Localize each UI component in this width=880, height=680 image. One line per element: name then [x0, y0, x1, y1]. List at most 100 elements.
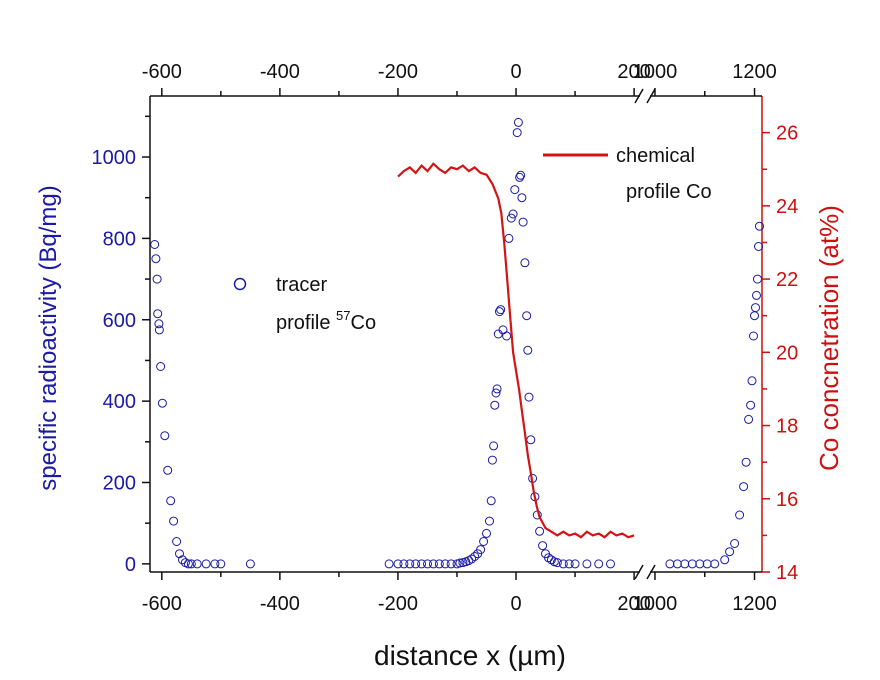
tracer-data-point [750, 311, 759, 321]
tracer-data-point [492, 384, 502, 394]
tracer-data-point [175, 549, 184, 559]
x-tick-label-top: 1200 [732, 61, 777, 83]
tracer-data-point [487, 455, 497, 465]
tracer-data-point [515, 172, 525, 182]
tracer-data-point [156, 362, 166, 371]
legend-tracer-line1: tracer [276, 274, 327, 296]
x-tick-label-bottom: 200 [617, 593, 650, 615]
tracer-data-point [178, 555, 187, 565]
legend-layer: tracer profile 57Co chemical profile Co [233, 145, 712, 334]
tracer-data-point [506, 213, 516, 223]
y-axis-left-label: specific radioactivity (Bq/mg) [35, 185, 62, 490]
tracer-data-point [752, 290, 761, 300]
tracer-data-point [535, 526, 545, 536]
tracer-data-point [493, 329, 503, 339]
axis-break-mark [634, 88, 644, 104]
tracer-data-point [152, 274, 162, 284]
y-tick-label-right: 20 [776, 342, 798, 364]
tracer-data-point [455, 558, 465, 568]
legend-tracer-line2: profile 57Co [276, 308, 376, 334]
tracer-data-point [504, 233, 514, 243]
tracer-data-point [479, 537, 489, 546]
x-tick-label-top: -600 [142, 61, 182, 83]
tracer-data-point [467, 554, 477, 564]
tracer-data-point [160, 431, 170, 441]
legend-tracer-marker [233, 277, 247, 291]
tracer-data-point [384, 559, 394, 569]
axis-break-mark [646, 564, 656, 580]
tracer-data-point [695, 559, 705, 569]
tracer-data-point [522, 311, 532, 321]
x-tick-label-bottom: -200 [378, 593, 418, 615]
tracer-data-point [491, 388, 501, 398]
tracer-data-point [498, 325, 508, 335]
tracer-data-point [546, 555, 556, 565]
y-tick-label-left: 200 [103, 472, 136, 494]
tracer-data-point [755, 221, 764, 231]
x-tick-label-top: 0 [510, 61, 521, 83]
tracer-data-point [399, 559, 409, 569]
tracer-data-point [594, 559, 604, 569]
tracer-data-point [440, 559, 450, 569]
x-tick-label-top: 1000 [633, 61, 678, 83]
tracer-data-point [154, 325, 164, 335]
tracer-data-point [751, 303, 760, 313]
tracer-data-point [405, 559, 415, 569]
y-tick-label-right: 16 [776, 489, 798, 511]
tracer-data-point [518, 217, 528, 227]
tracer-data-point [210, 559, 220, 569]
x-tick-label-bottom: -600 [142, 593, 182, 615]
tracer-data-point [417, 559, 427, 569]
tracer-data-point [434, 559, 444, 569]
tracer-data-point [489, 441, 499, 451]
tracer-data-point [490, 400, 500, 410]
x-axis-label: distance x (µm) [374, 640, 566, 671]
tracer-data-point [153, 309, 163, 319]
tracer-data-point [680, 559, 690, 569]
tracer-data-point [606, 559, 615, 569]
tracer-data-point [166, 496, 176, 506]
y-tick-label-right: 26 [776, 123, 798, 145]
tracer-data-point [446, 559, 456, 569]
y-tick-label-left: 1000 [92, 147, 137, 169]
tracer-data-point [470, 552, 480, 561]
tracer-data-point [564, 559, 574, 569]
tracer-data-point [150, 240, 160, 249]
tracer-data-point [739, 482, 749, 492]
tracer-data-point [517, 193, 527, 203]
y-tick-label-right: 22 [776, 269, 798, 291]
tracer-data-point [524, 392, 534, 402]
y-tick-label-left: 0 [125, 554, 136, 576]
tracer-data-point [582, 559, 592, 569]
y-tick-label-right: 14 [776, 562, 798, 584]
tracer-data-point [754, 242, 763, 251]
tracer-data-point [216, 559, 226, 569]
tracer-data-point [245, 559, 255, 569]
tracer-data-point [502, 331, 512, 341]
y-tick-label-left: 400 [103, 391, 136, 413]
tracer-data-point [183, 559, 193, 569]
tracer-data-point [749, 331, 758, 341]
tracer-data-point [730, 539, 740, 548]
x-tick-label-bottom: 1000 [633, 593, 678, 615]
tracer-data-point [510, 185, 520, 195]
tracer-data-point [665, 559, 675, 569]
data-layer [150, 117, 764, 569]
tracer-data-point [157, 398, 167, 408]
tracer-data-point [411, 559, 421, 569]
tracer-data-point [520, 258, 530, 268]
tracer-data-point [538, 541, 548, 551]
tracer-data-point [508, 209, 518, 219]
y-tick-label-left: 800 [103, 228, 136, 250]
tracer-data-point [428, 559, 438, 569]
tracer-data-point [513, 117, 523, 127]
x-tick-label-top: -400 [260, 61, 300, 83]
tracer-data-point [747, 376, 757, 386]
tracer-data-point [741, 457, 751, 467]
legend-chemical-line2: profile Co [626, 181, 712, 203]
tracer-data-point [523, 345, 533, 355]
tracer-data-point [558, 559, 568, 569]
tracer-data-point [486, 496, 496, 506]
axis-break-mark [634, 564, 644, 580]
